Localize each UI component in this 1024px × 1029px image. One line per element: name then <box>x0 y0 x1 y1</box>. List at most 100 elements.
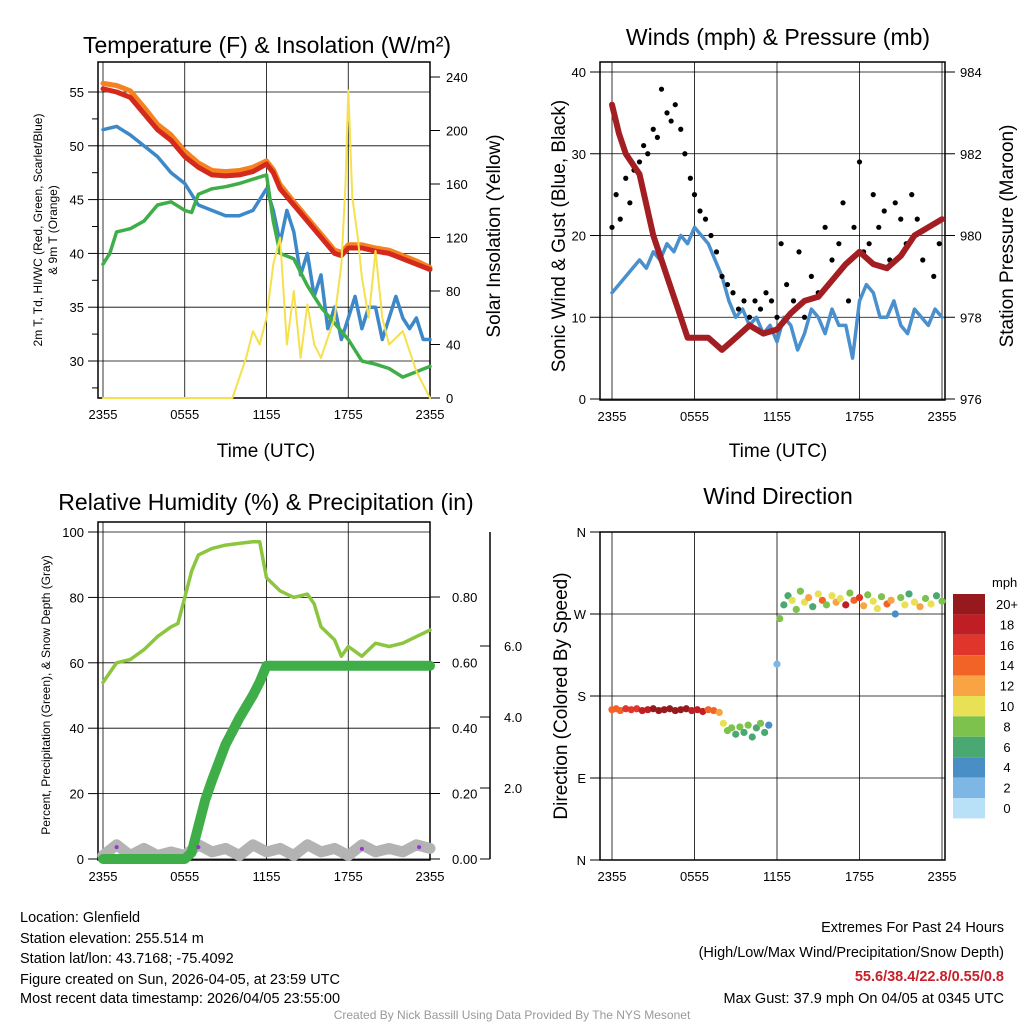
x-tick-label: 2355 <box>416 407 445 422</box>
series-sonic-wind <box>610 225 944 360</box>
wind-direction-point <box>682 705 690 713</box>
x-tick-label: 1155 <box>763 409 791 424</box>
wind-direction-ylabel: Direction (Colored By Speed) <box>551 572 572 819</box>
y-right-tick-label: 980 <box>960 229 982 244</box>
wind-direction-point <box>796 587 804 595</box>
wind-direction-point <box>897 594 905 602</box>
wind-direction-point <box>644 706 652 714</box>
legend-swatch <box>953 716 985 737</box>
wind-direction-point <box>688 706 696 715</box>
gust-point <box>856 159 863 165</box>
x-tick-label: 0555 <box>680 869 709 884</box>
y-tick-label: 0 <box>579 392 586 407</box>
legend-label: 16 <box>1000 638 1014 653</box>
gust-point <box>840 200 846 206</box>
gust-point <box>920 257 926 263</box>
snow-tick-label: 6.0 <box>504 639 522 654</box>
y-tick-label: 45 <box>70 193 84 208</box>
x-tick-label: 2355 <box>928 409 957 424</box>
y-tick-label: 10 <box>572 310 586 325</box>
gust-point <box>658 86 665 92</box>
wind-direction-point <box>740 728 748 737</box>
rh-panel-title: Relative Humidity (%) & Precipitation (i… <box>58 489 473 515</box>
wind-direction-point <box>622 705 630 713</box>
wind-direction-point <box>671 706 679 715</box>
wind-direction-point <box>805 594 813 602</box>
x-tick-label: 1155 <box>763 869 791 884</box>
elevation-text: Station elevation: 255.514 m <box>20 931 204 947</box>
x-tick-label: 2355 <box>416 869 445 884</box>
temp-panel-title: Temperature (F) & Insolation (W/m²) <box>83 32 451 58</box>
wind-direction-point <box>873 604 881 613</box>
wind-direction-point <box>693 706 701 714</box>
wind-direction-point <box>938 597 946 605</box>
wind-direction-point <box>765 721 773 729</box>
gust-point <box>697 208 703 214</box>
snow-tick-label: 2.0 <box>504 781 522 796</box>
wind-direction-point <box>699 707 707 716</box>
wind-direction-point <box>932 592 941 600</box>
series-pressure <box>609 101 945 353</box>
gust-point <box>778 241 784 247</box>
wind-direction-point <box>732 730 740 738</box>
wind-direction-point <box>800 598 809 606</box>
wind-direction-point <box>822 601 831 609</box>
legend-label: 14 <box>1000 658 1014 673</box>
wind-direction-point <box>638 706 646 715</box>
gust-point <box>784 281 790 288</box>
series-solar <box>102 89 431 399</box>
wind-direction-point <box>846 589 854 597</box>
legend-swatch <box>953 614 985 635</box>
rh-ylabel: Percent, Precipitation (Green), & Snow D… <box>39 555 53 834</box>
x-tick-label: 1755 <box>334 869 363 884</box>
legend-label: 18 <box>1000 617 1014 632</box>
gust-point <box>650 126 656 132</box>
wind-direction-point <box>855 594 864 602</box>
y-tick-label: 40 <box>70 721 84 736</box>
gust-point <box>796 249 802 255</box>
wind-direction-point <box>715 708 723 717</box>
gust-point <box>752 298 758 304</box>
legend-swatch <box>953 736 985 758</box>
x-tick-label: 2355 <box>928 869 957 884</box>
y-right-tick-label: 976 <box>960 392 982 407</box>
x-tick-label: 2355 <box>598 869 627 884</box>
wind-direction-point <box>927 600 935 608</box>
x-tick-label: 1755 <box>334 407 363 422</box>
wind-direction-point <box>660 706 668 714</box>
legend-title: mph <box>992 575 1017 590</box>
gust-point <box>774 314 780 320</box>
y-tick-label: E <box>577 771 586 786</box>
plot-frame-1 <box>599 61 946 401</box>
gust-point <box>664 110 670 116</box>
gust-point <box>691 192 698 198</box>
gust-point <box>892 200 898 206</box>
y-right-tick-label: 200 <box>446 124 468 139</box>
wind-direction-point <box>649 705 657 713</box>
recent-data-text: Most recent data timestamp: 2026/04/05 2… <box>20 991 340 1007</box>
y-tick-label: 100 <box>62 525 84 540</box>
wind-direction-point <box>864 591 872 599</box>
gust-point <box>881 208 887 214</box>
legend-swatch <box>953 594 985 615</box>
legend-swatch <box>953 696 985 717</box>
gust-point <box>936 241 942 247</box>
gust-point <box>870 192 876 198</box>
winds-panel-title: Winds (mph) & Pressure (mb) <box>626 24 930 50</box>
purple-marker <box>196 845 201 850</box>
legend-label: 12 <box>1000 679 1014 694</box>
wind-direction-point <box>710 706 718 715</box>
legend-swatch <box>953 634 985 656</box>
wind-direction-point <box>744 721 752 729</box>
y-right-tick-label: 40 <box>446 338 460 353</box>
wind-direction-point <box>633 705 641 713</box>
precip-tick-label: 0.60 <box>452 656 477 671</box>
gust-point <box>801 314 808 320</box>
temp-ylabel-right: Solar Insolation (Yellow) <box>484 134 505 337</box>
y-right-tick-label: 160 <box>446 177 468 192</box>
purple-marker <box>359 846 364 851</box>
x-tick-label: 1155 <box>253 407 281 422</box>
gust-point <box>636 159 643 165</box>
x-tick-label: 2355 <box>89 869 118 884</box>
y-tick-label: 0 <box>77 852 84 867</box>
